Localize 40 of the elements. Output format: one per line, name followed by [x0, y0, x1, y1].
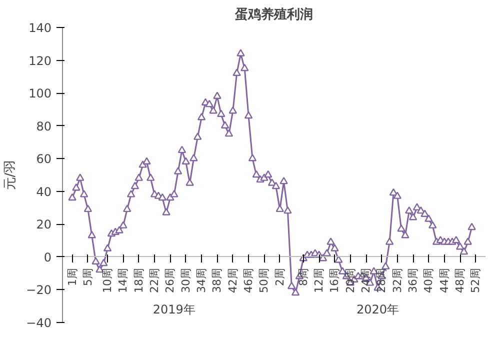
x-tick-label: 26周 — [164, 268, 177, 293]
x-tick-label: 12周 — [312, 268, 326, 293]
chart-title: 蛋鸡养殖利润 — [234, 6, 313, 22]
x-tick-label: 34周 — [195, 268, 208, 293]
x-tick-label: 24周 — [360, 268, 373, 293]
y-tick-label: 20 — [36, 218, 52, 232]
x-tick-label: 16周 — [328, 268, 342, 293]
x-tick-label: 40周 — [422, 268, 436, 293]
x-tick-label: 38周 — [210, 268, 224, 293]
x-tick-label: 1周 — [66, 268, 79, 286]
y-tick-label: 0 — [44, 250, 52, 264]
y-tick-label: 40 — [36, 184, 52, 199]
x-tick-label: 52周 — [469, 268, 482, 293]
y-tick-label: 80 — [36, 119, 52, 134]
x-tick-label: 18周 — [132, 268, 146, 293]
x-tick-label: 10周 — [101, 268, 114, 293]
x-tick-label: 46周 — [242, 268, 256, 293]
y-axis-title: 元/羽 — [3, 160, 18, 190]
y-tick-label: 60 — [36, 152, 52, 166]
x-tick-label: 2周 — [273, 268, 286, 286]
x-tick-label: 30周 — [179, 268, 192, 293]
x-tick-label: 44周 — [438, 268, 451, 293]
annotation: 2019年 — [152, 302, 196, 317]
x-tick-label: 5周 — [81, 268, 94, 286]
x-tick-label: 28周 — [375, 268, 388, 293]
x-tick-label: 14周 — [116, 268, 130, 293]
y-tick-label: 140 — [28, 21, 52, 35]
x-tick-label: 22周 — [148, 268, 162, 293]
x-tick-label: 20周 — [344, 268, 357, 293]
y-tick-label: −40 — [26, 316, 52, 330]
x-tick-label: 8周 — [296, 268, 310, 286]
x-tick-label: 32周 — [390, 268, 404, 293]
y-tick-label: −20 — [26, 283, 52, 298]
x-tick-label: 48周 — [454, 268, 467, 293]
y-tick-label: 120 — [28, 54, 52, 68]
x-tick-label: 50周 — [258, 268, 271, 293]
y-tick-label: 100 — [28, 86, 52, 101]
x-tick-label: 36周 — [406, 268, 420, 293]
x-tick-label: 42周 — [226, 268, 240, 293]
annotation: 2020年 — [356, 302, 400, 317]
